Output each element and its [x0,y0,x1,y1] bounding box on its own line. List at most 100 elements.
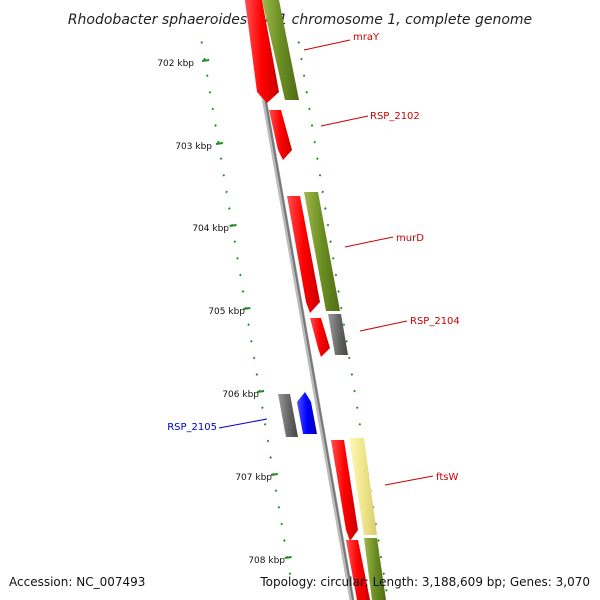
tick-dot [347,356,351,360]
tick-label-703: 703 kbp [175,142,212,152]
map-title: Rhodobacter sphaeroides 2.4.1 chromosome… [68,12,532,28]
leader-RSP_2105 [218,418,268,429]
gene-label-RSP_2104[interactable]: RSP_2104 [410,316,460,327]
tick-label-702: 702 kbp [157,59,194,69]
tick-dot [302,74,306,78]
tick-major [256,390,265,393]
tick-label-705: 705 kbp [208,307,245,317]
tick-dot [288,572,292,576]
tick-dot [379,555,383,559]
tick-dot [305,90,309,94]
tick-dot [222,173,226,177]
tick-dot [353,389,356,393]
cds-RSP_2104 [310,318,330,357]
tick-marks [202,59,292,559]
cds-RSP_2105 [297,392,317,434]
tick-dot [310,124,314,127]
cds-next [346,540,370,600]
cog-RSP_2104 [328,314,348,355]
tick-dot [308,107,311,111]
tick-dot [280,522,283,526]
tick-dot [252,356,256,360]
tick-dot [247,323,250,327]
leader-mraY [303,39,351,51]
gene-label-ftsW[interactable]: ftsW [436,472,458,483]
tick-dot [316,157,319,161]
tick-dot [337,290,340,293]
leader-ftsW [384,475,434,486]
tick-label-704: 704 kbp [192,224,229,234]
gene-label-RSP_2105[interactable]: RSP_2105 [167,422,217,433]
tick-major [215,142,224,145]
tick-dot [355,406,359,410]
tick-dot [334,273,338,277]
tick-dot [236,256,239,260]
tick-dot [377,539,380,542]
gene-label-murD[interactable]: murD [396,233,424,244]
tick-dot [216,140,220,144]
tick-dot [326,223,330,227]
tick-dot [203,57,206,61]
tick-dot [350,373,354,376]
accession-text: Accession: NC_007493 [9,575,145,589]
tick-dot [225,190,228,194]
tick-dot [321,190,324,194]
tick-dot [342,323,346,327]
cog-next [364,538,386,600]
tick-dot [255,373,259,376]
tick-dot [345,339,348,343]
tick-dot [277,505,281,509]
tick-dot [283,539,286,542]
tick-dot [339,306,343,310]
tick-major [243,307,251,310]
tick-dot [214,124,217,127]
tick-dot [205,74,209,78]
gene-label-mraY[interactable]: mraY [353,32,380,43]
tick-dot [239,273,242,277]
leader-murD [344,236,394,248]
tick-dot [250,339,253,343]
tick-dot [324,207,327,210]
tick-dot [300,57,303,61]
tick-dot [329,240,332,244]
tick-dot [318,173,322,177]
gene-label-RSP_2102[interactable]: RSP_2102 [370,111,420,122]
tick-dot [211,107,215,111]
tick-label-707: 707 kbp [235,473,272,483]
tick-dot [263,422,267,426]
tick-dot [385,588,388,592]
genome-summary-text: Topology: circular; Length: 3,188,609 bp… [259,575,590,589]
tick-dot [261,406,264,410]
tick-major [202,59,210,62]
tick-dot [331,256,335,260]
tick-dot [313,140,316,144]
cds-mraY [245,0,279,103]
tick-major [229,224,237,227]
cog-murD [304,192,340,311]
tick-dot [382,572,386,576]
cds-murD [287,196,320,313]
tick-dot [233,240,237,244]
tick-dot [274,489,278,493]
tick-dot [219,157,223,161]
tick-dot [228,207,231,210]
tick-dot [358,422,362,426]
tick-major [284,556,292,559]
cog-RSP_2105 [278,394,298,437]
leader-RSP_2102 [320,115,369,127]
tick-dot [200,41,204,44]
cds-RSP_2102 [269,110,292,160]
tick-dot [269,456,272,459]
tick-dot [266,439,270,443]
tick-dot [297,41,301,44]
tick-dot [208,90,212,94]
cds-ftsW [331,440,358,541]
cog-ftsW [349,438,377,535]
tick-major [270,473,279,476]
tick-label-706: 706 kbp [222,390,259,400]
leader-RSP_2104 [359,320,408,332]
tick-label-708: 708 kbp [248,556,285,566]
cog-mraY [262,0,299,100]
tick-dot [241,290,245,293]
